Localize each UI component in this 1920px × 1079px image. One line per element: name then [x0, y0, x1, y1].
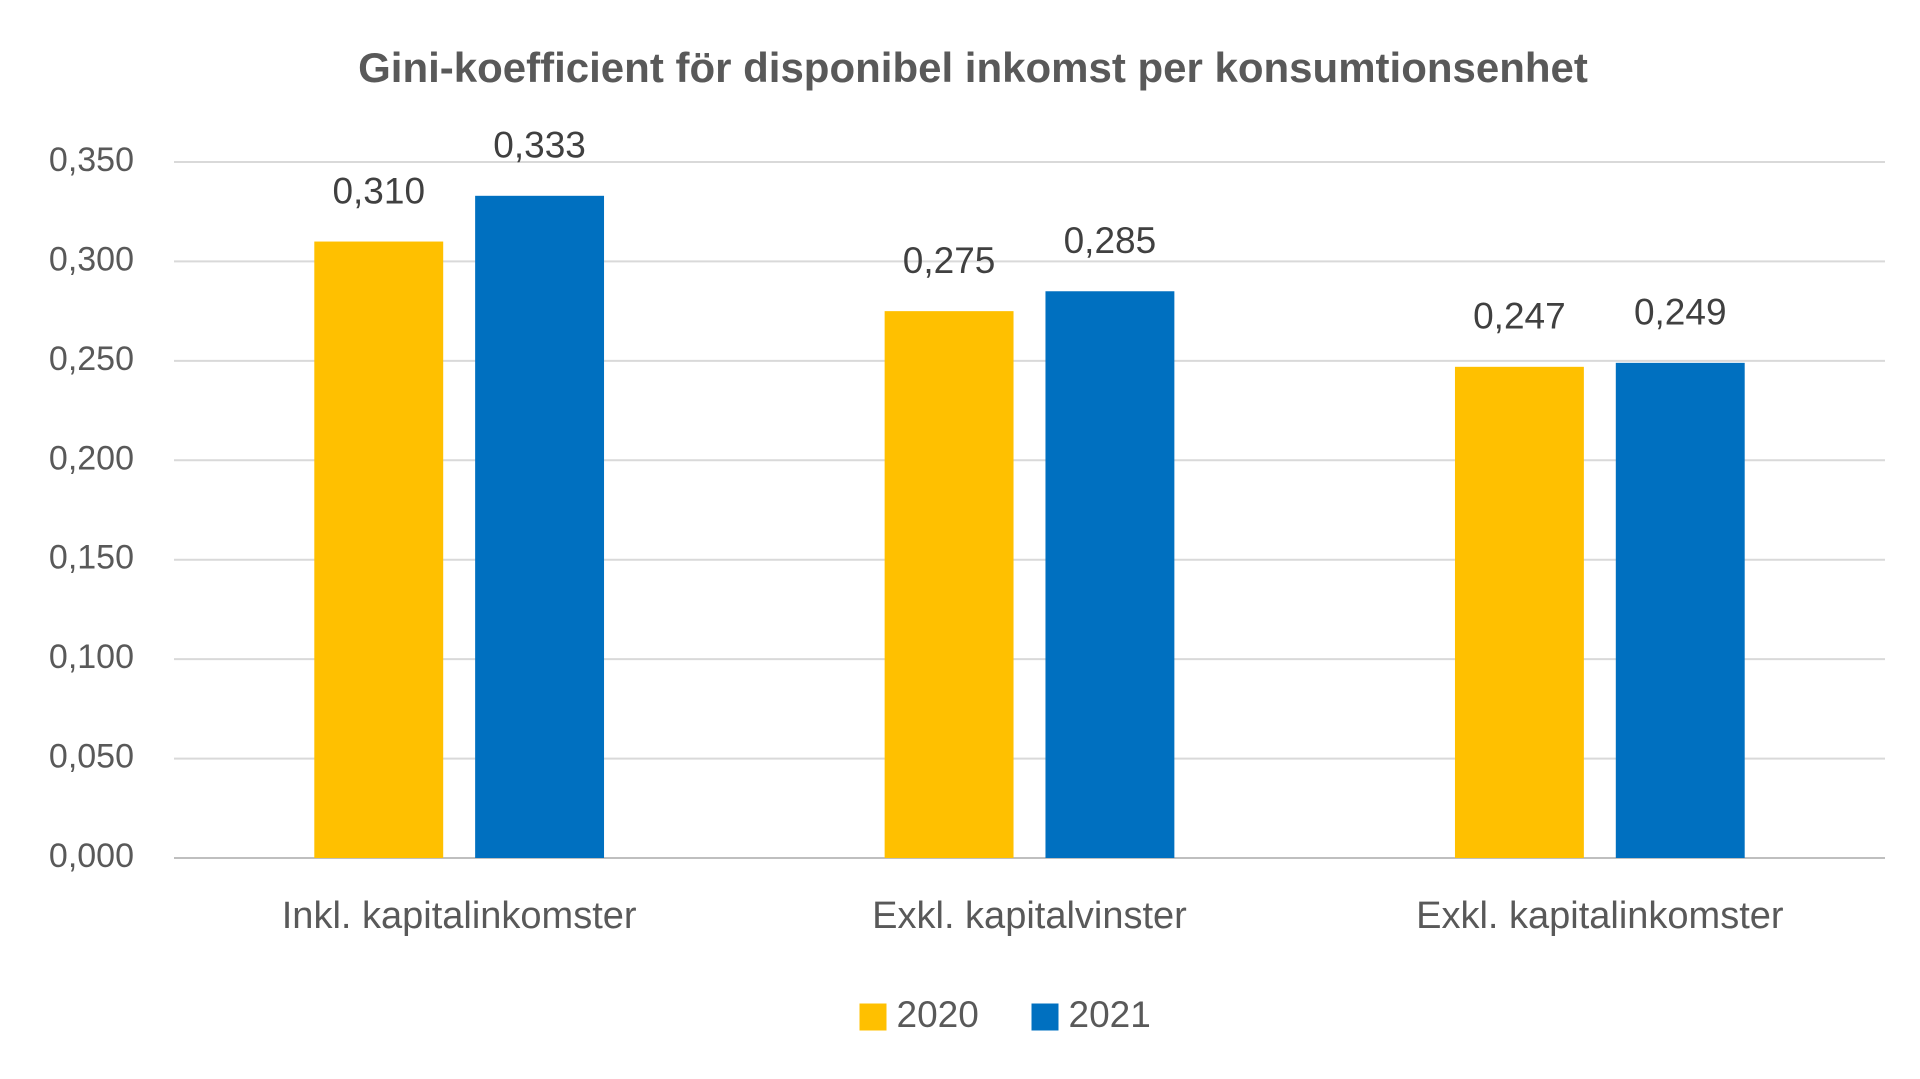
y-tick-label: 0,150 — [49, 539, 134, 577]
y-tick-label: 0,000 — [49, 837, 134, 875]
data-label: 0,333 — [493, 125, 586, 166]
bar — [884, 311, 1014, 859]
data-label: 0,285 — [1064, 220, 1157, 261]
x-tick-label: Inkl. kapitalinkomster — [282, 895, 637, 937]
data-label: 0,249 — [1634, 292, 1727, 333]
bar — [475, 195, 605, 858]
legend-label: 2021 — [1069, 994, 1151, 1035]
y-tick-label: 0,200 — [49, 439, 134, 477]
legend-swatch — [859, 1003, 887, 1031]
data-label: 0,275 — [903, 240, 996, 281]
data-label: 0,247 — [1473, 296, 1566, 337]
bar — [1045, 291, 1175, 858]
y-tick-label: 0,350 — [49, 141, 134, 179]
x-tick-label: Exkl. kapitalinkomster — [1416, 895, 1784, 937]
y-tick-label: 0,100 — [49, 638, 134, 676]
legend-swatch — [1031, 1003, 1059, 1031]
bar — [314, 241, 444, 859]
legend-label: 2020 — [897, 994, 979, 1035]
bar — [1615, 362, 1745, 858]
bar — [1454, 366, 1584, 858]
chart-title: Gini-koefficient för disponibel inkomst … — [358, 44, 1588, 91]
y-tick-label: 0,050 — [49, 738, 134, 776]
data-label: 0,310 — [332, 170, 425, 211]
y-tick-label: 0,300 — [49, 240, 134, 278]
x-tick-label: Exkl. kapitalvinster — [872, 895, 1187, 937]
y-tick-label: 0,250 — [49, 340, 134, 378]
